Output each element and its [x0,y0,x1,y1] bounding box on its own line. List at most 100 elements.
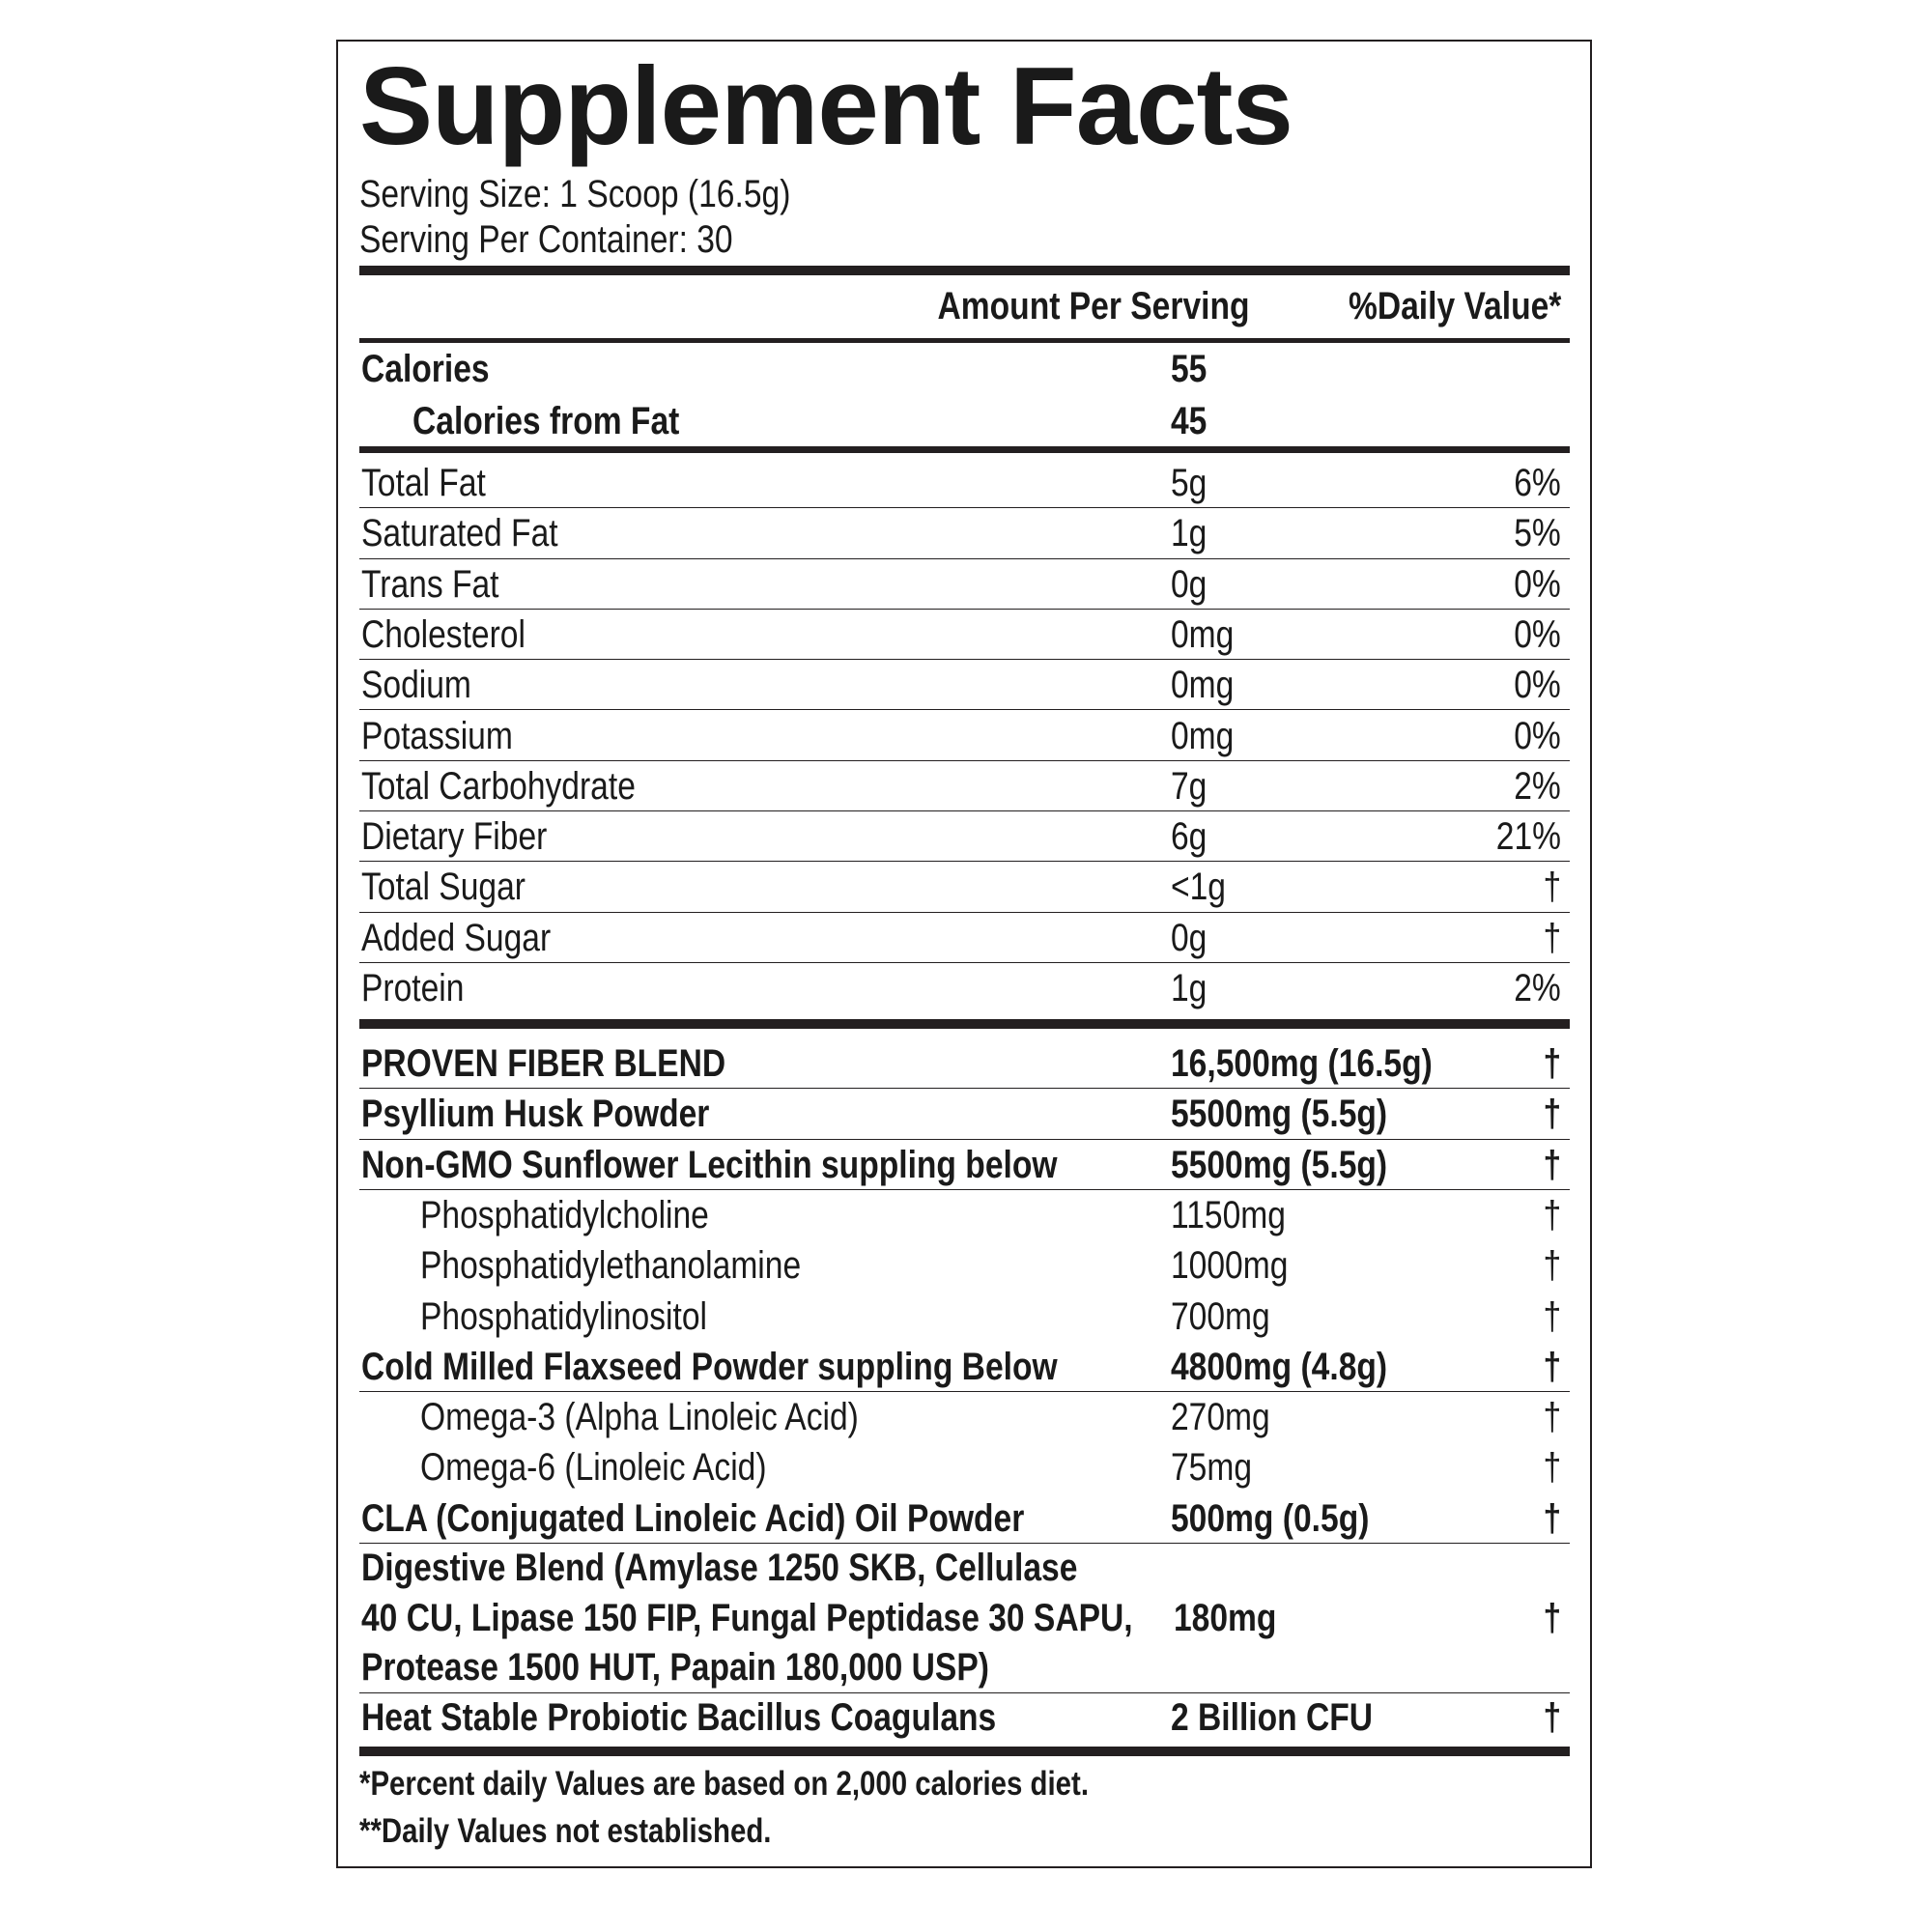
ingredient-row: Phosphatidylcholine 1150mg † [359,1189,1570,1241]
divider-thick [359,446,1570,453]
calories-row: Calories from Fat 45 [359,396,1570,446]
row-daily-value: 2% [1514,764,1561,808]
ingredient-daily-value: † [1543,1597,1561,1639]
row-label: Protein [361,967,465,1009]
ingredient-amount: 180mg [1174,1597,1277,1639]
row-daily-value: 0% [1514,562,1561,606]
ingredient-amount: 2 Billion CFU [1171,1696,1374,1739]
row-amount: 270mg [1171,1396,1270,1439]
row-label: Trans Fat [361,562,499,606]
ingredient-row: Psyllium Husk Powder 5500mg (5.5g) † [359,1089,1570,1140]
ingredient-name: Digestive Blend (Amylase 1250 SKB, Cellu… [361,1547,1133,1689]
nutrient-row: Sodium 0mg 0% [359,660,1570,711]
footnote-daily-values: *Percent daily Values are based on 2,000… [359,1765,1089,1803]
ingredient-row: Phosphatidylethanolamine 1000mg † [359,1240,1570,1292]
row-amount: 0mg [1171,612,1235,656]
row-daily-value: † [1543,1143,1561,1186]
row-label: Total Carbohydrate [361,764,636,808]
row-daily-value: † [1543,1446,1561,1490]
row-daily-value: † [1543,1496,1561,1540]
row-label: Total Sugar [361,866,526,909]
nutrient-row: Saturated Fat 1g 5% [359,508,1570,559]
row-amount: 16,500mg (16.5g) [1171,1042,1433,1085]
row-amount: 45 [1171,400,1208,442]
footnote-not-established: **Daily Values not established. [359,1812,772,1850]
ingredient-row: CLA (Conjugated Linoleic Acid) Oil Powde… [359,1493,1570,1544]
row-label: Phosphatidylethanolamine [420,1244,802,1288]
row-label: CLA (Conjugated Linoleic Acid) Oil Powde… [361,1496,1025,1540]
row-daily-value: † [1543,1193,1561,1236]
row-label: Dietary Fiber [361,815,548,859]
row-label: Added Sugar [361,916,552,959]
ingredient-row: Omega-3 (Alpha Linoleic Acid) 270mg † [359,1392,1570,1443]
row-amount: 5g [1171,462,1208,504]
row-amount: 1g [1171,967,1208,1009]
calories-row: Calories 55 [359,344,1570,394]
row-daily-value: † [1543,1093,1561,1136]
row-amount: 1000mg [1171,1244,1289,1288]
row-amount: 55 [1171,348,1208,390]
row-label: Phosphatidylcholine [420,1193,709,1236]
row-label: Omega-6 (Linoleic Acid) [420,1446,767,1490]
ingredient-daily-value: † [1543,1696,1561,1739]
row-amount: 6g [1171,815,1208,859]
row-daily-value: 21% [1495,815,1561,859]
row-amount: <1g [1171,866,1227,909]
servings-per-container: Serving Per Container: 30 [359,218,733,261]
row-daily-value: † [1543,916,1561,959]
row-daily-value: † [1543,1396,1561,1439]
nutrient-row: Total Sugar <1g † [359,862,1570,913]
ingredient-row: Phosphatidylinositol 700mg † [359,1291,1570,1342]
header-amount: Amount Per Serving [938,285,1250,327]
row-daily-value: † [1543,1042,1561,1085]
row-amount: 1g [1171,512,1208,555]
serving-size: Serving Size: 1 Scoop (16.5g) [359,173,791,215]
nutrient-row: Added Sugar 0g † [359,913,1570,963]
row-label: Sodium [361,664,471,707]
nutrient-row: Potassium 0mg 0% [359,711,1570,761]
divider-thick [359,266,1570,275]
row-label: Psyllium Husk Powder [361,1093,710,1136]
row-daily-value: 2% [1514,967,1561,1009]
row-daily-value: † [1543,1345,1561,1388]
row-daily-value: 0% [1514,714,1561,757]
row-daily-value: † [1543,866,1561,909]
row-label: Total Fat [361,462,486,504]
row-label: PROVEN FIBER BLEND [361,1042,726,1085]
row-daily-value: 0% [1514,664,1561,707]
row-daily-value: 6% [1514,462,1561,504]
row-amount: 7g [1171,764,1208,808]
label-border [336,40,1592,1868]
nutrient-row: Total Fat 5g 6% [359,458,1570,509]
row-amount: 0g [1171,562,1208,606]
probiotic-row: Heat Stable Probiotic Bacillus Coagulans… [359,1692,1570,1743]
divider-thick [359,1747,1570,1756]
row-daily-value: 0% [1514,612,1561,656]
row-amount: 700mg [1171,1294,1270,1338]
row-amount: 1150mg [1171,1193,1286,1236]
nutrient-row: Dietary Fiber 6g 21% [359,811,1570,863]
serving-info: Serving Size: 1 Scoop (16.5g) Serving Pe… [359,172,1570,263]
divider-medium [359,338,1570,343]
row-amount: 75mg [1171,1446,1253,1490]
row-amount: 0mg [1171,664,1235,707]
nutrient-row: Protein 1g 2% [359,963,1570,1013]
digestive-blend-row: Digestive Blend (Amylase 1250 SKB, Cellu… [359,1544,1570,1693]
row-label: Cholesterol [361,612,526,656]
ingredient-row: PROVEN FIBER BLEND 16,500mg (16.5g) † [359,1038,1570,1090]
row-label: Potassium [361,714,513,757]
row-daily-value: 5% [1514,512,1561,555]
nutrient-row: Total Carbohydrate 7g 2% [359,761,1570,812]
row-label: Cold Milled Flaxseed Powder suppling Bel… [361,1345,1058,1388]
row-label: Omega-3 (Alpha Linoleic Acid) [420,1396,859,1439]
divider-thick [359,1019,1570,1029]
row-daily-value: † [1543,1294,1561,1338]
ingredient-row: Omega-6 (Linoleic Acid) 75mg † [359,1442,1570,1493]
row-amount: 500mg (0.5g) [1171,1496,1370,1540]
ingredient-row: Cold Milled Flaxseed Powder suppling Bel… [359,1342,1570,1393]
ingredient-name: Heat Stable Probiotic Bacillus Coagulans [361,1696,997,1739]
ingredient-row: Non-GMO Sunflower Lecithin suppling belo… [359,1140,1570,1190]
nutrient-row: Cholesterol 0mg 0% [359,610,1570,661]
row-label: Non-GMO Sunflower Lecithin suppling belo… [361,1143,1058,1186]
nutrient-row: Trans Fat 0g 0% [359,559,1570,610]
